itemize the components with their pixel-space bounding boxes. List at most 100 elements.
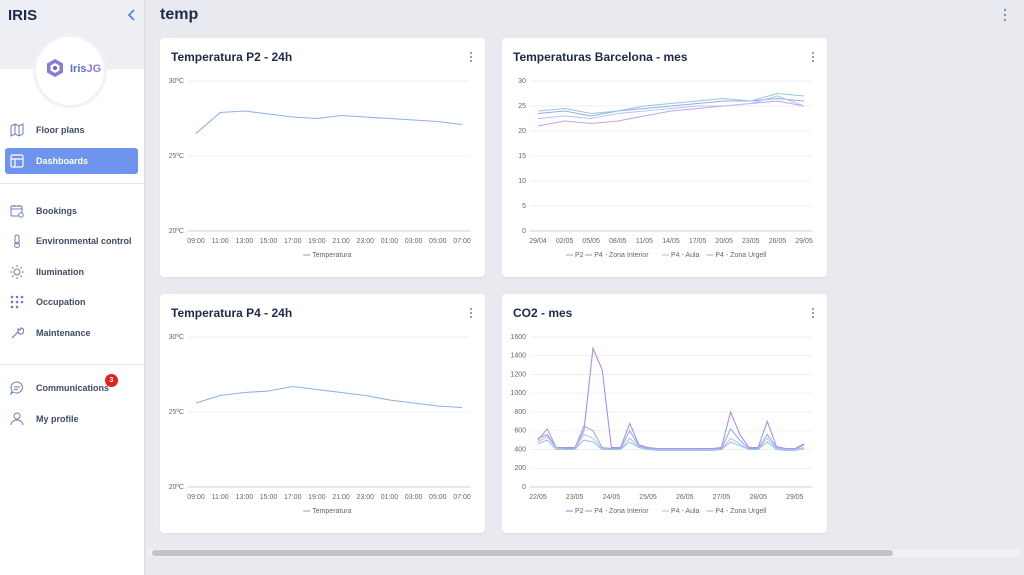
x-tick-label: 22/05: [529, 494, 547, 501]
x-tick-label: 02/05: [556, 238, 574, 245]
y-tick-label: 800: [514, 409, 526, 416]
menu-dot: [811, 311, 815, 315]
x-tick-label: 01:00: [381, 494, 399, 501]
y-tick-label: 0: [522, 228, 526, 235]
legend-item[interactable]: P4 - Zona Urgell: [706, 252, 767, 259]
legend-item[interactable]: P4 - Aula: [662, 508, 700, 515]
y-tick-label: 1400: [510, 353, 526, 360]
legend-item[interactable]: Temperatura: [303, 252, 352, 259]
card-menu[interactable]: [469, 307, 473, 319]
logo-part: JG: [86, 63, 102, 75]
chart: 0 5 10 15 20 25 30 29/04 02/05 05/05 08/05 11/05 14/…: [518, 51, 815, 259]
card-menu[interactable]: [811, 307, 815, 319]
x-tick-label: 27/05: [713, 494, 731, 501]
x-tick-label: 13:00: [236, 238, 254, 245]
nav-label: Bookings: [36, 206, 78, 216]
x-tick-label: 03:00: [405, 238, 423, 245]
legend-label: P4 - Zona Interior: [594, 252, 649, 259]
data-line: [195, 110, 463, 134]
card-title: Temperatura P2 - 24h: [171, 50, 293, 64]
card-title: CO2 - mes: [513, 306, 573, 320]
y-tick-label: 0: [522, 484, 526, 491]
logo-part: Iris: [70, 63, 87, 75]
x-tick-label: 29/04: [529, 238, 547, 245]
legend-label: P4 - Aula: [671, 252, 700, 259]
scrollbar[interactable]: [148, 549, 1020, 557]
separator: [0, 364, 144, 365]
x-tick-label: 01:00: [381, 238, 399, 245]
nav-icon: [10, 265, 24, 279]
x-tick-label: 14/05: [662, 238, 680, 245]
nav-item[interactable]: My profile: [5, 406, 138, 432]
legend-label: P2: [575, 508, 584, 515]
nav-label: Dashboards: [36, 156, 89, 166]
nav-label: Maintenance: [36, 328, 91, 338]
dashboard-card: 20ºC 25ºC 30ºC 09:00 11:00 13:00 15:00 17:00 19:…: [160, 294, 485, 533]
legend-item[interactable]: P4 - Zona Interior: [585, 252, 649, 259]
nav-label: Ilumination: [36, 267, 84, 277]
nav-icon: [14, 234, 20, 248]
legend-label: Temperatura: [312, 508, 351, 515]
x-tick-label: 26/05: [769, 238, 787, 245]
nav-icon: [10, 123, 24, 137]
x-tick-label: 05/05: [582, 238, 600, 245]
y-tick-label: 15: [518, 153, 526, 160]
x-tick-label: 17:00: [284, 238, 302, 245]
data-line: [537, 100, 805, 127]
nav-label: My profile: [36, 414, 79, 424]
menu-dot: [811, 55, 815, 59]
nav-item[interactable]: Bookings: [5, 198, 138, 224]
chart: 0 200 400 600 800 1000 1200 1400 1600 22/05 23/05 2…: [510, 307, 815, 515]
x-tick-label: 23/05: [742, 238, 760, 245]
y-tick-label: 1200: [510, 371, 526, 378]
legend-item[interactable]: P4 - Aula: [662, 252, 700, 259]
legend-item[interactable]: P2: [566, 252, 584, 259]
nav-icon: [10, 381, 23, 395]
nav-item[interactable]: Communications 3: [5, 374, 138, 401]
x-tick-label: 29/05: [786, 494, 804, 501]
card-menu[interactable]: [469, 51, 473, 63]
nav-item[interactable]: Ilumination: [5, 259, 138, 285]
chart: 20ºC 25ºC 30ºC 09:00 11:00 13:00 15:00 17:00 19:…: [169, 51, 473, 259]
x-tick-label: 28/05: [749, 494, 767, 501]
card-title: Temperatura P4 - 24h: [171, 306, 293, 320]
x-tick-label: 07:00: [453, 494, 471, 501]
scrollbar-thumb[interactable]: [152, 550, 893, 556]
x-tick-label: 23/05: [566, 494, 584, 501]
logo: IrisJG: [36, 37, 104, 105]
nav-item[interactable]: Floor plans: [5, 117, 138, 143]
legend-item[interactable]: Temperatura: [303, 508, 352, 515]
menu-dot: [469, 51, 473, 55]
card-title: Temperaturas Barcelona - mes: [513, 50, 688, 64]
menu-dot: [811, 59, 815, 63]
x-tick-label: 29/05: [795, 238, 813, 245]
data-line: [537, 95, 805, 120]
x-tick-label: 17:00: [284, 494, 302, 501]
legend-item[interactable]: P4 - Zona Urgell: [706, 508, 767, 515]
nav-icon: [10, 412, 24, 426]
nav-item[interactable]: Occupation: [5, 289, 138, 315]
nav-item[interactable]: Maintenance: [5, 320, 138, 346]
x-tick-label: 23:00: [357, 494, 375, 501]
page-title: temp: [160, 6, 199, 23]
x-tick-label: 05:00: [429, 238, 447, 245]
x-tick-label: 03:00: [405, 494, 423, 501]
x-tick-label: 17/05: [689, 238, 707, 245]
card-menu[interactable]: [811, 51, 815, 63]
x-tick-label: 13:00: [236, 494, 254, 501]
legend-label: P4 - Zona Interior: [594, 508, 649, 515]
x-tick-label: 23:00: [357, 238, 375, 245]
legend-item[interactable]: P2: [566, 508, 584, 515]
collapse-button[interactable]: [127, 8, 137, 22]
x-tick-label: 11:00: [212, 494, 229, 501]
nav-item[interactable]: Environmental control: [5, 228, 138, 254]
data-line: [537, 439, 805, 451]
page-menu[interactable]: [1002, 8, 1008, 22]
x-tick-label: 21:00: [332, 494, 350, 501]
legend-item[interactable]: P4 - Zona Interior: [585, 508, 649, 515]
x-tick-label: 15:00: [260, 494, 278, 501]
y-tick-label: 25: [518, 103, 526, 110]
legend-label: P4 - Zona Urgell: [715, 508, 766, 515]
nav-item[interactable]: Dashboards: [5, 148, 138, 174]
dashboard-card: 0 200 400 600 800 1000 1200 1400 1600 22/05 23/05 2…: [502, 294, 827, 533]
